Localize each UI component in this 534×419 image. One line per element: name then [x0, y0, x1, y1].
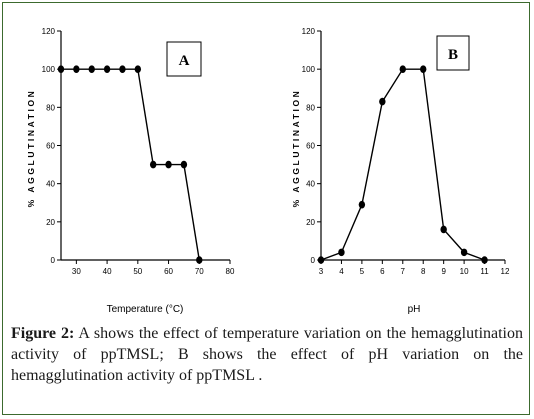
chart-a-y-tick-label: 60	[46, 142, 55, 151]
chart-b-data-point	[358, 200, 366, 209]
chart-a-x-tick-label: 60	[164, 267, 173, 276]
chart-b-x-tick-label: 5	[360, 267, 365, 276]
chart-a-data-point	[134, 65, 142, 73]
chart-a-y-tick-label: 120	[42, 27, 56, 36]
chart-b-panel-label: B	[448, 47, 458, 63]
chart-b-data-point	[317, 256, 325, 264]
chart-b-data-point	[481, 256, 488, 264]
chart-a-x-tick-label: 50	[133, 267, 142, 276]
chart-a-data-point	[119, 65, 126, 73]
chart-a-data-point	[180, 160, 188, 169]
chart-b-data-point	[440, 225, 447, 234]
chart-b-x-tick-label: 3	[319, 267, 324, 276]
chart-a-data-point	[196, 256, 203, 264]
figure-charts: A % AGGLUTINATION Temperature (°C) 02040…	[26, 27, 510, 315]
chart-a-y-tick-label: 20	[46, 218, 55, 227]
chart-a-data-point	[149, 160, 157, 169]
chart-a-panel-label: A	[179, 53, 190, 69]
chart-a-x-axis-label: Temperature (°C)	[107, 304, 184, 315]
chart-a-x-tick-label: 70	[195, 267, 204, 276]
chart-b-data-point	[379, 97, 386, 106]
chart-b-series-line	[320, 68, 485, 261]
caption-text: A shows the effect of temperature variat…	[11, 325, 524, 384]
chart-b-y-tick-label: 20	[306, 218, 315, 227]
chart-a-data-point	[165, 160, 172, 169]
chart-b-y-tick-label: 100	[302, 65, 316, 74]
chart-b-data-point	[399, 65, 406, 73]
chart-b-x-tick-label: 8	[421, 267, 426, 276]
chart-b-y-axis-label: % AGGLUTINATION	[291, 89, 301, 208]
chart-a-data-point	[88, 65, 95, 73]
chart-a-y-axis-label: % AGGLUTINATION	[26, 89, 36, 208]
chart-b-x-tick-label: 7	[401, 267, 406, 276]
chart-a-x-tick-label: 30	[72, 267, 81, 276]
chart-b-y-tick-label: 80	[306, 103, 315, 112]
chart-a: A % AGGLUTINATION Temperature (°C) 0 20 40…	[26, 27, 235, 315]
chart-a-label-box	[166, 41, 202, 77]
chart-a-data-point	[103, 65, 111, 73]
chart-b-data-point	[460, 248, 468, 257]
chart-b-x-axis-label: pH	[408, 304, 421, 315]
chart-b-x-tick-label: 6	[380, 267, 385, 276]
chart-a-y-tick-label: 40	[46, 180, 55, 189]
chart-a-y-tick-label: 80	[46, 103, 55, 112]
chart-a-data-point	[73, 65, 80, 73]
chart-b-y-tick-label: 40	[306, 180, 315, 189]
chart-b-x-tick-label: 9	[441, 267, 446, 276]
chart-b-data-point	[420, 65, 427, 73]
chart-b-x-tick-label: 11	[480, 267, 489, 276]
chart-b-x-tick-label: 10	[460, 267, 469, 276]
chart-b-label-box	[436, 35, 470, 71]
figure-caption: Figure 2: A shows the effect of temperat…	[11, 323, 523, 386]
chart-b-data-point	[338, 248, 345, 257]
caption-figure-label: Figure 2:	[11, 325, 75, 342]
chart-a-y-tick-label: 100	[42, 65, 56, 74]
chart-a-series-line	[61, 68, 200, 261]
chart-b-y-tick-label: 120	[302, 27, 316, 36]
chart-b-x-tick-label: 12	[501, 267, 510, 276]
chart-b: B % AGGLUTINATION pH 0 20 40 60 80 100 120 3 4 5 6…	[291, 27, 510, 315]
chart-b-y-tick-label: 0	[311, 256, 316, 265]
chart-a-x-tick-label: 40	[103, 267, 112, 276]
chart-b-y-tick-label: 60	[306, 142, 315, 151]
chart-a-y-tick-label: 0	[51, 256, 56, 265]
chart-a-x-tick-label: 80	[226, 267, 235, 276]
chart-b-x-tick-label: 4	[339, 267, 344, 276]
chart-a-data-point	[57, 65, 65, 73]
